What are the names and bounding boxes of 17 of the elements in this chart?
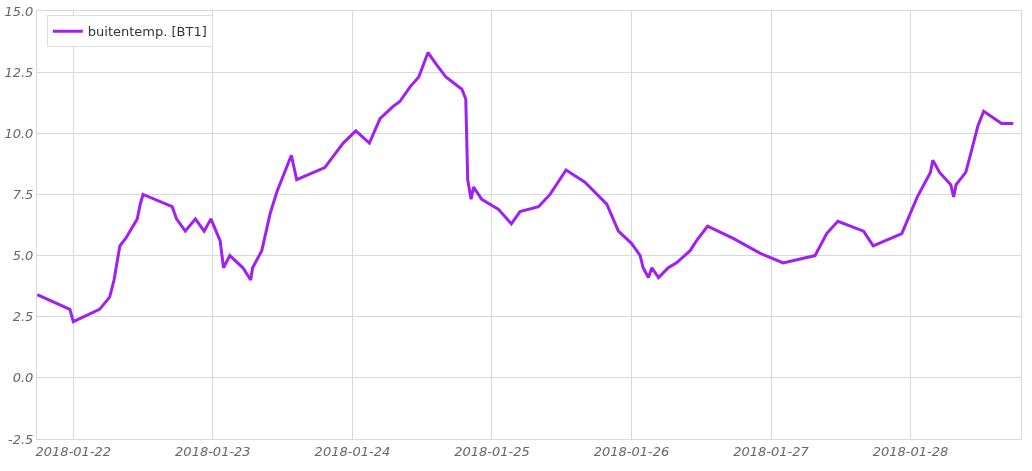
x-tick-label: 2018-01-27 [733,443,810,459]
y-tick-label: -2.5 [8,431,34,447]
line-series [37,51,1015,324]
y-tick-label: 12.5 [4,64,34,80]
y-tick-label: 5.0 [12,248,34,264]
y-tick-label: 0.0 [12,370,34,386]
y-tick-label: 10.0 [4,125,34,141]
y-tick-label: 7.5 [12,186,34,202]
y-tick-label: 15.0 [4,3,34,19]
x-tick-label: 2018-01-22 [35,443,112,459]
x-tick-label: 2018-01-26 [593,443,670,459]
x-tick-label: 2018-01-24 [314,443,391,459]
x-tick-label: 2018-01-25 [454,443,530,459]
legend-label: buitentemp. [BT1] [87,24,207,40]
y-tick-label: 2.5 [12,309,34,325]
x-tick-label: 2018-01-23 [175,443,251,459]
x-tick-label: 2018-01-28 [872,443,949,459]
